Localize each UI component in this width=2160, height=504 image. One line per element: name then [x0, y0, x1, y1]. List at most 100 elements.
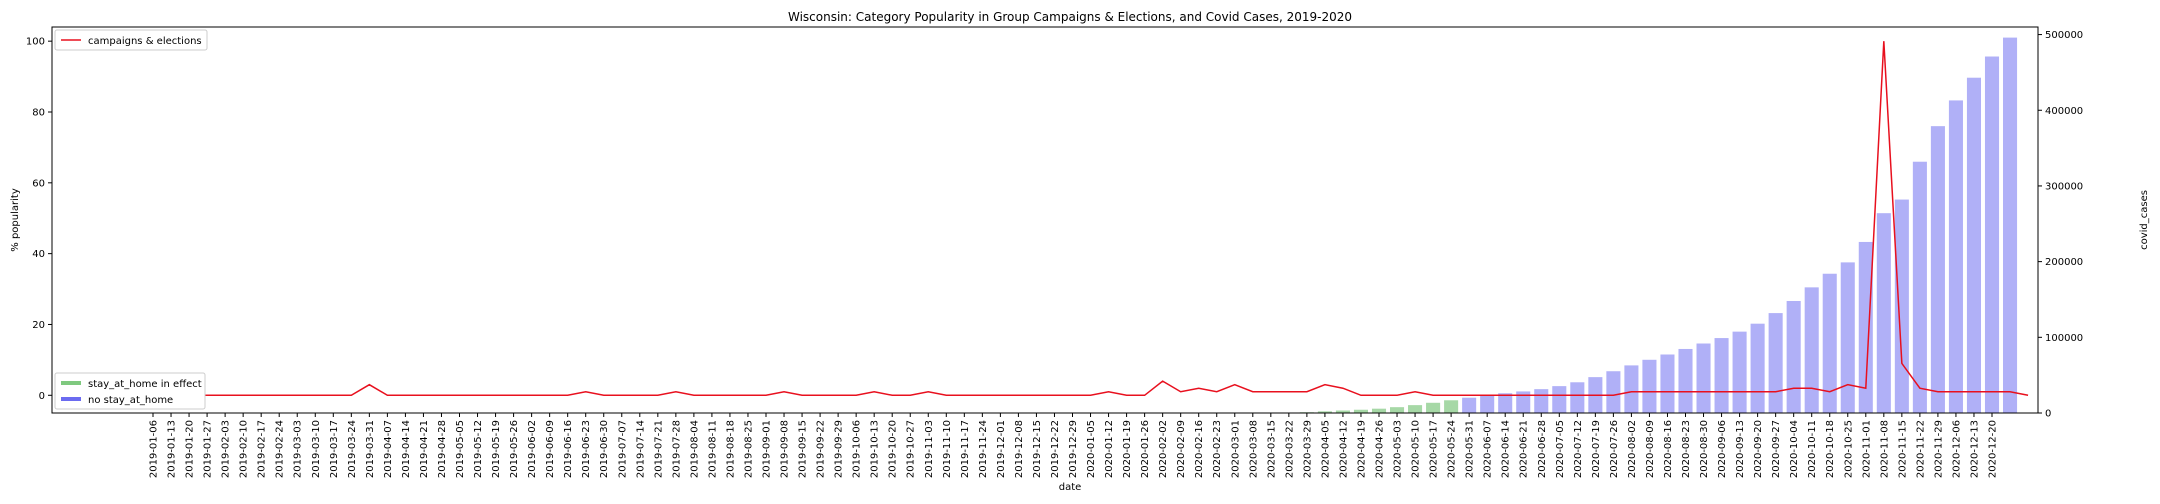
x-tick-label: 2019-12-22	[1050, 420, 1061, 478]
x-tick-label: 2020-08-30	[1699, 420, 1710, 478]
x-tick-label: 2019-12-01	[996, 420, 1007, 478]
y2-tick-label: 0	[2045, 409, 2051, 420]
x-tick-label: 2020-08-02	[1627, 420, 1638, 478]
x-tick-label: 2019-10-20	[888, 420, 899, 478]
campaigns-elections-line	[153, 41, 2029, 397]
covid-bar	[1804, 287, 1819, 413]
x-tick-label: 2020-04-05	[1320, 420, 1331, 478]
x-tick-label: 2019-07-28	[671, 420, 682, 478]
x-tick-label: 2019-06-02	[527, 420, 538, 478]
y-tick-label: 40	[32, 249, 45, 260]
x-tick-label: 2020-07-05	[1555, 420, 1566, 478]
x-tick-label: 2019-08-18	[725, 420, 736, 478]
covid-bar	[1660, 354, 1675, 413]
x-tick-label: 2020-04-26	[1375, 420, 1386, 478]
x-tick-label: 2019-02-10	[239, 420, 250, 478]
covid-bar	[1912, 161, 1927, 413]
x-tick-label: 2019-03-31	[365, 420, 376, 478]
covid-bar	[1371, 408, 1387, 413]
covid-bar	[1516, 391, 1531, 413]
x-tick-label: 2020-11-29	[1933, 420, 1944, 478]
x-tick-label: 2020-03-01	[1230, 420, 1241, 478]
x-tick-label: 2020-12-06	[1951, 420, 1962, 478]
x-tick-label: 2019-09-22	[816, 420, 827, 478]
x-tick-label: 2019-01-20	[185, 420, 196, 478]
x-tick-label: 2020-11-22	[1915, 420, 1926, 478]
x-tick-label: 2019-07-07	[617, 420, 628, 478]
plot-frame	[51, 26, 2039, 414]
x-tick-label: 2020-01-12	[1104, 420, 1115, 478]
x-tick-label: 2019-01-13	[167, 420, 178, 478]
x-tick-label: 2020-12-13	[1969, 420, 1980, 478]
x-tick-label: 2019-05-26	[509, 420, 520, 478]
covid-bar	[1678, 348, 1693, 413]
x-tick-label: 2020-01-26	[1140, 420, 1151, 478]
covid-bar	[1696, 343, 1711, 413]
x-tick-label: 2019-01-27	[203, 420, 214, 478]
x-tick-label: 2019-12-08	[1014, 420, 1025, 478]
x-tick-label: 2020-03-15	[1266, 420, 1277, 478]
covid-bar	[1480, 395, 1495, 413]
x-tick-label: 2019-10-27	[906, 420, 917, 478]
y-axis-label: % popularity	[10, 188, 21, 252]
popularity-line	[153, 41, 2029, 397]
y-tick-label: 100	[26, 37, 45, 48]
x-tick-label: 2019-04-28	[437, 420, 448, 478]
x-tick-label: 2019-11-24	[978, 420, 989, 478]
x-tick-label: 2019-12-15	[1032, 420, 1043, 478]
x-tick-label: 2019-09-08	[780, 420, 791, 478]
covid-bar	[1930, 126, 1945, 413]
x-tick-label: 2020-05-24	[1447, 420, 1458, 478]
x-tick-label: 2020-02-23	[1212, 420, 1223, 478]
y2-tick-label: 500000	[2045, 30, 2083, 41]
x-tick-label: 2020-02-09	[1176, 420, 1187, 478]
x-tick-label: 2019-06-23	[581, 420, 592, 478]
x-tick-label: 2019-07-21	[653, 420, 664, 478]
covid-bar	[1408, 405, 1423, 413]
covid-bar	[1498, 393, 1513, 413]
covid-bar	[1966, 77, 1982, 413]
y-tick-label: 20	[32, 320, 45, 331]
covid-bar	[1732, 331, 1747, 413]
x-tick-label: 2020-09-13	[1735, 420, 1746, 478]
legend-bottom-frame	[54, 372, 206, 410]
x-tick-label: 2020-11-08	[1879, 420, 1890, 478]
x-tick-label: 2019-10-13	[870, 420, 881, 478]
x-tick-label: 2020-10-18	[1825, 420, 1836, 478]
y-tick-label: 0	[39, 391, 45, 402]
covid-bar	[1876, 213, 1891, 413]
y-tick-label: 80	[32, 107, 45, 118]
x-tick-label: 2020-04-12	[1338, 420, 1349, 478]
x-tick-label: 2019-05-19	[491, 420, 502, 478]
covid-bar	[1624, 365, 1639, 413]
x-tick-label: 2020-04-19	[1356, 420, 1367, 478]
covid-bar	[1768, 313, 1783, 413]
legend-label-campaigns: campaigns & elections	[88, 36, 202, 47]
x-tick-label: 2020-02-16	[1194, 420, 1205, 478]
y2-axis-label: covid_cases	[2139, 190, 2150, 250]
x-tick-label: 2019-03-24	[347, 420, 358, 478]
legend-top-frame	[54, 29, 208, 51]
x-tick-label: 2020-10-11	[1807, 420, 1818, 478]
x-tick-label: 2020-08-09	[1645, 420, 1656, 478]
x-tick-label: 2019-02-03	[221, 420, 232, 478]
x-tick-label: 2020-05-10	[1411, 420, 1422, 478]
covid-bar	[1426, 402, 1441, 413]
covid-bar	[1317, 411, 1332, 413]
x-tick-label: 2020-10-25	[1843, 420, 1854, 478]
covid-bar	[2002, 37, 2018, 414]
covid-bar	[1534, 389, 1549, 413]
x-tick-label: 2020-06-14	[1501, 420, 1512, 478]
x-tick-label: 2019-05-05	[455, 420, 466, 478]
x-tick-label: 2019-02-24	[275, 420, 286, 478]
x-tick-label: 2019-11-17	[960, 420, 971, 478]
x-tick-label: 2020-09-06	[1717, 420, 1728, 478]
x-tick-label: 2019-11-10	[942, 420, 953, 478]
x-tick-label: 2019-04-14	[401, 420, 412, 478]
x-tick-label: 2020-11-15	[1897, 420, 1908, 478]
x-tick-label: 2020-06-07	[1483, 420, 1494, 478]
covid-bars	[1299, 37, 2018, 414]
covid-bar	[1750, 323, 1765, 413]
x-tick-label: 2020-09-20	[1753, 420, 1764, 478]
x-tick-label: 2019-06-16	[563, 420, 574, 478]
